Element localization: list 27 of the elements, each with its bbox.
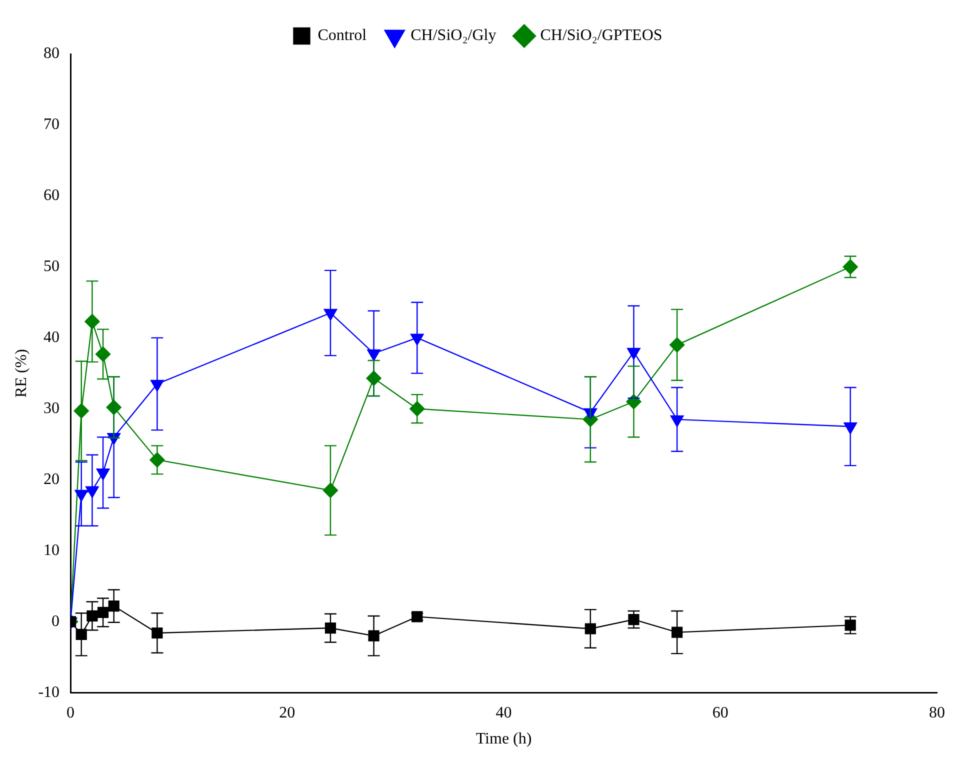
- point: [324, 622, 336, 634]
- y-tick-label: 50: [44, 258, 60, 276]
- y-tick-label: 80: [44, 45, 60, 62]
- y-tick-label: -10: [38, 684, 60, 701]
- point: [108, 600, 120, 612]
- y-tick-label: 30: [44, 400, 60, 417]
- x-tick-label: 40: [496, 704, 512, 722]
- x-tick-label: 60: [712, 704, 728, 722]
- x-tick-label: 0: [66, 704, 75, 722]
- y-tick-label: 70: [44, 116, 60, 134]
- point: [410, 334, 424, 346]
- point: [97, 606, 109, 618]
- y-axis-title: RE (%): [12, 349, 30, 398]
- y-tick-label: 40: [44, 329, 60, 346]
- y-tick-label: 10: [44, 542, 60, 559]
- y-tick-label: 60: [44, 187, 60, 204]
- legend-label: CH/SiO₂/GPTEOS: [540, 27, 662, 44]
- x-axis-title: Time (h): [476, 730, 532, 748]
- point: [584, 623, 596, 634]
- legend-label: CH/SiO₂/Gly: [410, 27, 496, 44]
- point: [672, 626, 683, 638]
- x-tick-label: 20: [279, 704, 296, 722]
- legend-label: Control: [318, 27, 368, 44]
- y-tick-label: 0: [52, 612, 60, 630]
- y-tick-label: 20: [44, 470, 60, 488]
- point: [368, 630, 380, 642]
- x-tick-label: 80: [929, 704, 945, 722]
